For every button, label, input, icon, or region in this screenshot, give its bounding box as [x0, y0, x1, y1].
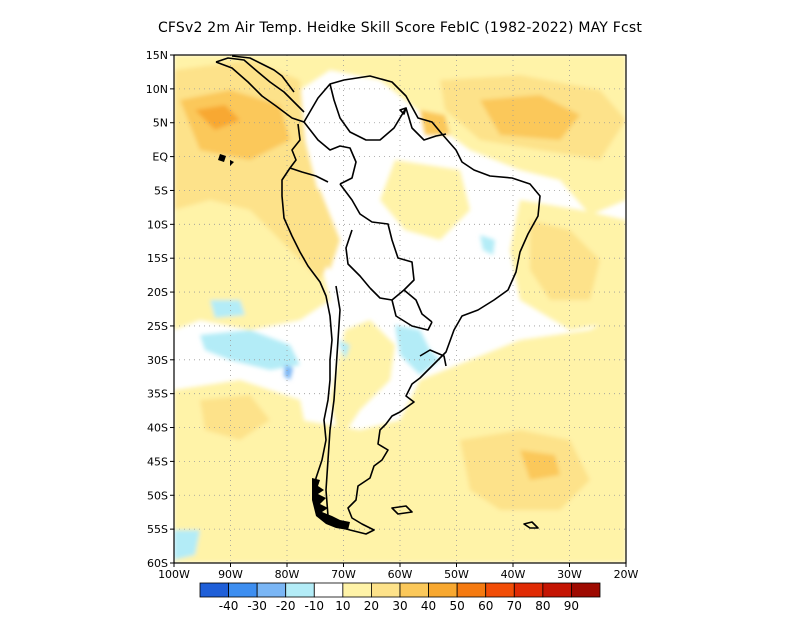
lat-label: 35S	[147, 388, 168, 401]
galapagos-islands	[218, 154, 234, 166]
longitude-axis: 100W 90W 80W 70W 60W 50W 40W 30W 20W	[158, 563, 639, 581]
border-guianas	[405, 107, 447, 141]
south-georgia	[523, 521, 539, 529]
colorbar-swatch	[571, 582, 601, 598]
lat-label: 5N	[153, 117, 168, 130]
colorbar-swatch	[485, 582, 515, 598]
shade-30-40-south	[520, 450, 560, 480]
central-america-coast	[215, 57, 305, 113]
colorbar-swatch	[513, 582, 544, 598]
shade-30-40-atlantic	[480, 95, 580, 140]
shade-30-40-pacific	[180, 90, 290, 160]
colorbar-tick-label: 70	[507, 599, 522, 613]
lat-label: 30S	[147, 354, 168, 367]
lon-label: 80W	[275, 568, 300, 581]
latitude-axis: 15N 10N 5N EQ 5S 10S 15S 20S 25S 30S 35S 40S 45S 50S 5…	[146, 49, 174, 570]
colorbar-swatch	[313, 582, 344, 598]
map-title: CFSv2 2m Air Temp. Heidke Skill Score Fe…	[157, 20, 643, 36]
shade-20-30-andes	[295, 180, 340, 270]
colorbar-swatch	[199, 582, 229, 598]
tierra-del-fuego	[312, 478, 350, 530]
lat-label: 50S	[147, 489, 168, 502]
lat-label: 40S	[147, 422, 168, 435]
border-chile-arg	[325, 285, 341, 517]
shade-neg-pac2	[210, 300, 245, 318]
shade-neg-brazil	[480, 235, 495, 255]
border-peru-bolivia	[345, 229, 371, 289]
lon-label: 30W	[557, 568, 582, 581]
colorbar-swatch	[342, 582, 372, 598]
colorbar-tick-label: 30	[392, 599, 407, 613]
colorbar-tick-label: 40	[421, 599, 436, 613]
lon-label: 60W	[388, 568, 413, 581]
lat-label: 60S	[147, 557, 168, 570]
shade-neg-chile	[338, 340, 350, 360]
colorbar-swatch	[228, 582, 258, 598]
lat-label: 45S	[147, 455, 168, 468]
shade-neg-sw	[174, 530, 200, 560]
shade-10-20-brazil	[380, 160, 470, 240]
colorbar-tick-label: 90	[564, 599, 579, 613]
colorbar-tick-label: -20	[276, 599, 296, 613]
skill-shading	[174, 55, 626, 563]
colorbar	[199, 582, 601, 598]
lon-label: 90W	[218, 568, 243, 581]
colorbar-swatch	[456, 582, 487, 598]
border-uruguay	[419, 349, 447, 367]
colorbar-tick-label: 80	[535, 599, 550, 613]
colorbar-tick-label: 10	[335, 599, 350, 613]
shade-20-30-pac-south	[200, 395, 270, 440]
shade-20-30-atlantic-s	[460, 430, 590, 510]
colorbar-swatch	[542, 582, 572, 598]
colorbar-tick-label: 50	[450, 599, 465, 613]
lon-label: 70W	[331, 568, 356, 581]
lat-label: 20S	[147, 286, 168, 299]
falkland-islands	[391, 505, 413, 515]
colorbar-tick-label: -10	[304, 599, 324, 613]
colorbar-swatch	[428, 582, 458, 598]
lon-label: 40W	[501, 568, 526, 581]
lon-label: 50W	[444, 568, 469, 581]
lat-label: 55S	[147, 523, 168, 536]
shade-20-30-atlantic-e	[530, 220, 600, 300]
colorbar-tick-label: -30	[247, 599, 267, 613]
lat-label: 10N	[146, 83, 168, 96]
colorbar-swatch	[399, 582, 429, 598]
coastline-borders	[215, 55, 541, 535]
lat-label: 15S	[147, 252, 168, 265]
shade-neg-rio	[395, 325, 440, 375]
border-venezuela	[329, 83, 407, 141]
border-bolivia	[369, 287, 433, 323]
south-america-coastline	[215, 61, 541, 535]
lat-label: 25S	[147, 320, 168, 333]
lat-label: EQ	[152, 151, 168, 164]
border-paraguay	[391, 299, 433, 331]
lon-label: 20W	[614, 568, 639, 581]
lat-label: 5S	[154, 184, 168, 197]
border-colombia	[303, 121, 357, 185]
shade-40-50-pacific	[195, 105, 240, 130]
lat-label: 15N	[146, 49, 168, 62]
lon-label: 100W	[158, 568, 190, 581]
border-peru-brazil	[339, 183, 415, 291]
colorbar-tick-label: 60	[478, 599, 493, 613]
caribbean-islands	[399, 107, 407, 115]
graticule	[174, 55, 626, 563]
colorbar-swatch	[256, 582, 287, 598]
colorbar-swatch	[285, 582, 315, 598]
colorbar-tick-label: -40	[219, 599, 239, 613]
border-ecuador	[289, 167, 329, 183]
colorbar-swatch	[371, 582, 401, 598]
colorbar-labels: -40 -30 -20 -10 10 20 30 40 50 60 70 80 90	[219, 599, 579, 613]
lat-label: 10S	[147, 218, 168, 231]
central-america-coast-n	[231, 55, 295, 93]
colorbar-tick-label: 20	[364, 599, 379, 613]
shade-neg-spot	[284, 365, 293, 380]
